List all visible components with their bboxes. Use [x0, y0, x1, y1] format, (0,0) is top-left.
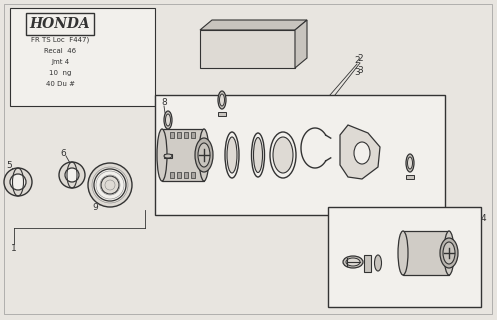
- Ellipse shape: [375, 255, 382, 271]
- Text: 2: 2: [357, 53, 363, 62]
- Ellipse shape: [354, 142, 370, 164]
- Ellipse shape: [166, 114, 170, 126]
- Text: 10  ng: 10 ng: [49, 70, 71, 76]
- Text: 1: 1: [11, 244, 17, 252]
- Ellipse shape: [343, 256, 363, 268]
- Polygon shape: [200, 20, 307, 30]
- Bar: [177, 172, 181, 178]
- Bar: [218, 112, 226, 116]
- Circle shape: [88, 163, 132, 207]
- Text: 2: 2: [354, 55, 360, 65]
- Polygon shape: [200, 30, 295, 68]
- Bar: [162, 129, 204, 181]
- Ellipse shape: [218, 91, 226, 109]
- Bar: [184, 172, 188, 178]
- Bar: [170, 132, 174, 138]
- Ellipse shape: [164, 154, 172, 158]
- Bar: [406, 175, 414, 179]
- Text: 9: 9: [92, 203, 98, 212]
- Ellipse shape: [251, 133, 264, 177]
- Circle shape: [101, 176, 119, 194]
- Polygon shape: [295, 20, 307, 68]
- Text: 6: 6: [60, 148, 66, 157]
- Text: FR TS Loc  F447): FR TS Loc F447): [31, 37, 89, 43]
- Bar: [177, 132, 181, 138]
- Text: Jmt 4: Jmt 4: [51, 59, 69, 65]
- Bar: [328, 207, 481, 307]
- Ellipse shape: [227, 137, 237, 173]
- Bar: [164, 154, 172, 158]
- Text: 8: 8: [161, 98, 167, 107]
- Bar: [170, 172, 174, 178]
- Text: 40 Du #: 40 Du #: [46, 81, 75, 87]
- Bar: [364, 255, 371, 272]
- Ellipse shape: [443, 242, 455, 264]
- Bar: [10, 8, 155, 106]
- Text: 3: 3: [357, 66, 363, 75]
- Ellipse shape: [440, 238, 458, 268]
- Ellipse shape: [346, 258, 360, 266]
- Ellipse shape: [398, 231, 408, 275]
- Ellipse shape: [225, 132, 239, 178]
- Polygon shape: [155, 95, 445, 215]
- Circle shape: [65, 168, 79, 182]
- Ellipse shape: [220, 94, 225, 106]
- Bar: [191, 172, 195, 178]
- Text: 4: 4: [480, 213, 486, 222]
- Bar: [191, 132, 195, 138]
- Polygon shape: [340, 125, 380, 179]
- Text: Recal  46: Recal 46: [44, 48, 76, 54]
- Text: 5: 5: [6, 161, 12, 170]
- Ellipse shape: [253, 138, 262, 172]
- Circle shape: [94, 169, 126, 201]
- Text: HONDA: HONDA: [30, 17, 90, 31]
- Ellipse shape: [195, 138, 213, 172]
- Ellipse shape: [444, 231, 454, 275]
- Ellipse shape: [157, 129, 167, 181]
- Ellipse shape: [406, 154, 414, 172]
- Circle shape: [10, 174, 26, 190]
- Text: 7: 7: [185, 173, 191, 182]
- Ellipse shape: [408, 157, 413, 169]
- Bar: [184, 132, 188, 138]
- Ellipse shape: [164, 111, 172, 129]
- Ellipse shape: [198, 143, 210, 167]
- Ellipse shape: [199, 129, 209, 181]
- Ellipse shape: [273, 137, 293, 173]
- Bar: [403, 231, 449, 275]
- Ellipse shape: [270, 132, 296, 178]
- Circle shape: [4, 168, 32, 196]
- Circle shape: [59, 162, 85, 188]
- Text: 3: 3: [354, 68, 360, 76]
